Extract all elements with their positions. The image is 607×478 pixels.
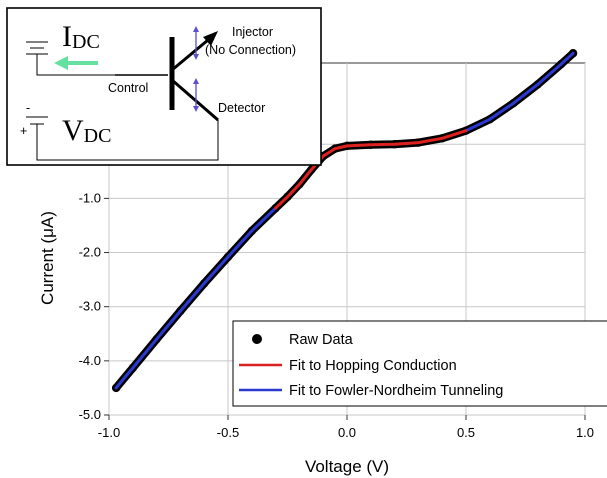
legend-marker-raw-data xyxy=(252,334,262,344)
wire-bottom xyxy=(36,120,219,161)
y-axis-ticks: -5.0-4.0-3.0-2.0-1.00.0 xyxy=(79,136,109,422)
injector-small-arrow-head-top xyxy=(193,26,199,32)
detector-small-arrow-head-bottom xyxy=(193,106,199,112)
control-label: Control xyxy=(108,81,148,95)
plus-sign: + xyxy=(20,124,27,138)
x-tick-label: 0.0 xyxy=(338,425,356,440)
legend-label-hopping: Fit to Hopping Conduction xyxy=(289,358,457,374)
x-tick-label: 0.5 xyxy=(457,425,475,440)
detector-label: Detector xyxy=(218,101,265,115)
legend-box xyxy=(232,320,607,407)
detector-small-arrow-head-top xyxy=(193,78,199,84)
legend-label-raw-data: Raw Data xyxy=(289,332,354,348)
current-arrow-head xyxy=(54,56,68,70)
injector-label: Injector xyxy=(232,25,273,39)
detector-lead xyxy=(171,78,219,122)
y-tick-label: -3.0 xyxy=(79,299,101,314)
y-tick-label: -4.0 xyxy=(79,353,101,368)
x-axis-ticks: -1.0 -0.5 0.0 0.5 1.0 xyxy=(98,415,594,440)
y-tick-label: -1.0 xyxy=(79,190,101,205)
fowler-nordheim-fit-line xyxy=(114,206,278,390)
series-layer xyxy=(111,49,578,393)
x-tick-label: -1.0 xyxy=(98,425,120,440)
inset-box xyxy=(6,7,322,166)
current-source-label: IDC xyxy=(62,20,100,53)
x-tick-label: 1.0 xyxy=(576,425,594,440)
y-tick-label: -5.0 xyxy=(79,407,101,422)
x-axis-label: Voltage (V) xyxy=(305,457,389,476)
no-connection-label: (No Connection) xyxy=(205,43,296,57)
injector-lead xyxy=(171,38,209,72)
legend: Raw Data Fit to Hopping Conduction Fit t… xyxy=(232,320,607,407)
y-axis-label: Current (μA) xyxy=(38,211,57,305)
legend-label-fowler-nordheim: Fit to Fowler-Nordheim Tunneling xyxy=(289,383,503,399)
minus-sign: - xyxy=(26,101,30,115)
fowler-nordheim-fit-line xyxy=(464,51,575,133)
injector-arrow-head xyxy=(203,31,218,46)
injector-small-arrow-head-bottom xyxy=(193,54,199,60)
y-tick-label: -2.0 xyxy=(79,245,101,260)
voltage-source-label: VDC xyxy=(62,114,111,147)
hopping-fit-line xyxy=(274,129,468,210)
wire-left-loop xyxy=(36,54,115,76)
x-tick-label: -0.5 xyxy=(217,425,239,440)
inset-circuit-diagram: IDC VDC - + Control Injector (No Connect… xyxy=(6,7,322,166)
